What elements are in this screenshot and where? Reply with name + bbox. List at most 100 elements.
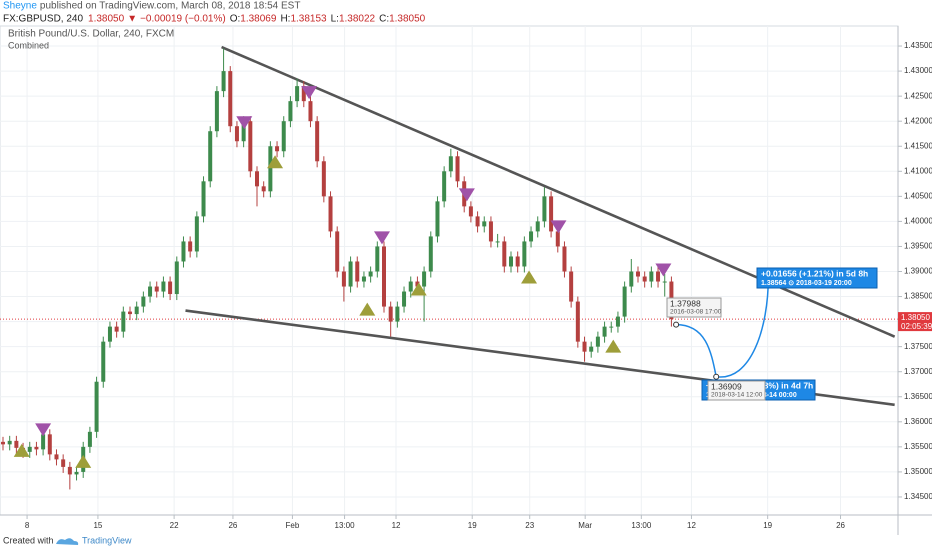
candle-body <box>27 446 32 452</box>
candle-body <box>422 271 427 287</box>
x-tick-label: Feb <box>286 521 300 530</box>
candle-body <box>562 246 567 272</box>
candle-body <box>281 121 286 152</box>
author[interactable]: Sheyne <box>3 1 37 12</box>
header-item: ▼ <box>127 14 137 25</box>
candle-body <box>121 311 126 332</box>
y-tick-label: 1.38500 <box>904 292 932 301</box>
candle-body <box>321 161 326 197</box>
y-tick-label: 1.36000 <box>904 417 932 426</box>
candle-body <box>41 434 46 450</box>
published: published on TradingView.com, March 08, … <box>40 1 301 12</box>
candle-body <box>448 156 453 172</box>
candle-body <box>241 121 246 142</box>
candle-body <box>161 281 166 292</box>
y-tick-label: 1.42000 <box>904 116 932 125</box>
candle-body <box>154 286 159 292</box>
candle-body <box>375 246 380 272</box>
candle-body <box>87 431 92 447</box>
candle-body <box>208 131 213 182</box>
candle-body <box>615 316 620 327</box>
candle-body <box>141 296 146 307</box>
header-item: 1.38153 <box>290 14 327 25</box>
candle-body <box>221 71 226 92</box>
header-item: O: <box>230 14 241 25</box>
projection-point <box>673 321 680 328</box>
candle-body <box>361 276 366 282</box>
projection-point <box>713 373 720 380</box>
candle-body <box>488 221 493 242</box>
candle-body <box>214 91 219 132</box>
price-note-price: 1.36909 <box>711 381 742 391</box>
candle-body <box>201 181 206 217</box>
x-tick-label: 23 <box>525 521 534 530</box>
y-tick-label: 1.42500 <box>904 91 932 100</box>
candle-body <box>315 121 320 162</box>
candle-body <box>549 196 554 232</box>
price-tag <box>898 312 932 332</box>
price-note-box <box>707 380 766 401</box>
x-tick-label: 12 <box>687 521 696 530</box>
x-tick-label: 12 <box>392 521 401 530</box>
header-item: 1.38069 <box>240 14 277 25</box>
candle-body <box>595 336 600 347</box>
y-tick-label: 1.40000 <box>904 217 932 226</box>
candle-body <box>114 326 119 332</box>
candle-body <box>589 346 594 352</box>
candle-body <box>582 341 587 352</box>
y-tick-label: 1.39000 <box>904 267 932 276</box>
header-item: C: <box>379 14 389 25</box>
price-note-box <box>666 297 722 318</box>
price-note-price: 1.37988 <box>670 298 701 308</box>
down-marker <box>35 423 52 437</box>
candle-body <box>529 231 534 242</box>
candle-body <box>335 231 340 272</box>
projection-box <box>756 267 878 289</box>
candle-body <box>174 261 179 295</box>
candle-body <box>508 256 513 267</box>
candle-body <box>475 216 480 227</box>
candle-body <box>234 126 239 142</box>
projection-target: 1.38564 ⊙ 2018-03-19 20:00 <box>761 280 852 287</box>
chart-subtitle: Combined <box>8 40 49 50</box>
candle-body <box>181 241 186 262</box>
brand-logo <box>56 538 79 545</box>
y-tick-label: 1.41000 <box>904 166 932 175</box>
candle-body <box>74 471 79 475</box>
candle-body <box>228 71 233 127</box>
header-item: H: <box>280 14 290 25</box>
candle-body <box>348 261 353 287</box>
header-item: L: <box>331 14 339 25</box>
up-marker <box>605 339 622 353</box>
candle-body <box>662 281 667 283</box>
candle-body <box>341 271 346 287</box>
candle-body <box>622 286 627 317</box>
price-tag-label: 1.38050 <box>901 313 930 322</box>
candle-body <box>468 206 473 217</box>
brand[interactable]: TradingView <box>82 535 132 545</box>
candle-body <box>415 281 420 287</box>
candle-body <box>355 261 360 282</box>
candle-body <box>328 196 333 232</box>
down-marker <box>236 116 253 130</box>
candle-body <box>168 281 173 295</box>
candle-body <box>535 221 540 232</box>
candle-body <box>435 201 440 237</box>
up-marker <box>75 454 92 468</box>
candle-body <box>255 171 260 187</box>
x-tick-label: 26 <box>836 521 845 530</box>
up-marker <box>521 270 538 284</box>
candle-body <box>107 326 112 342</box>
x-tick-label: 15 <box>93 521 102 530</box>
y-tick-label: 1.41500 <box>904 141 932 150</box>
down-marker <box>655 263 672 277</box>
price-note-time: 2016-03-08 17:00 <box>670 309 722 316</box>
x-tick-label: 26 <box>228 521 237 530</box>
candle-body <box>301 86 306 102</box>
candle-body <box>34 446 39 450</box>
price-tag-countdown: 02:05:39 <box>901 322 932 331</box>
candle-body <box>275 146 280 152</box>
down-marker <box>301 86 318 100</box>
candle-body <box>395 306 400 322</box>
